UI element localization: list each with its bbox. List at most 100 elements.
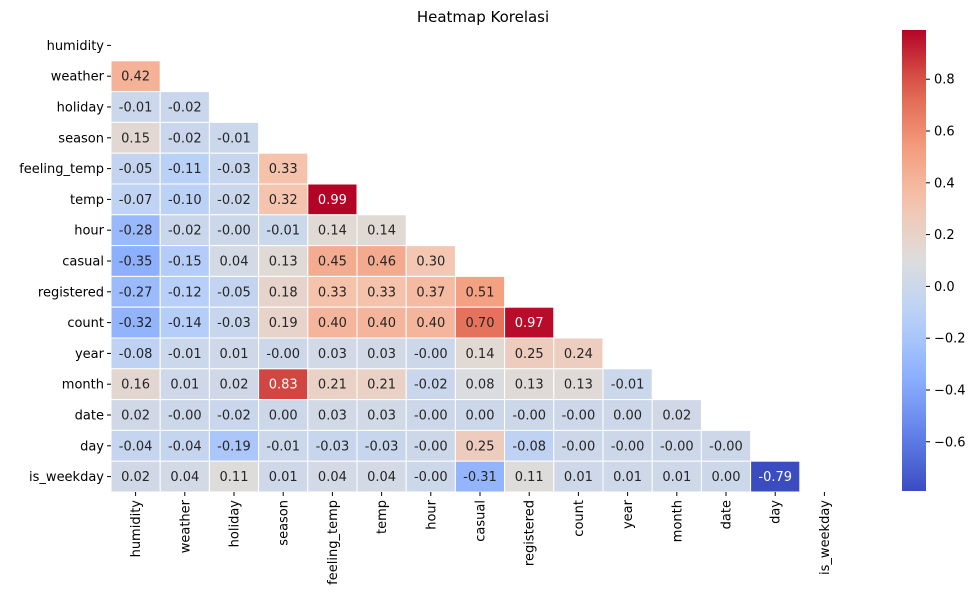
y-axis: humidity weather holiday season feeling_temp…	[19, 39, 111, 485]
cell-label-registered-temp: 0.33	[367, 285, 396, 300]
cell-label-is_weekday-temp: 0.04	[367, 470, 396, 485]
heatmap-cell-year-weather	[159, 337, 210, 370]
cell-label-registered-hour: 0.37	[416, 285, 445, 300]
heatmap-cell-hour-temp	[356, 214, 407, 247]
heatmap-cell-date-humidity	[110, 399, 161, 431]
cell-label-casual-feeling_temp: 0.45	[318, 255, 347, 270]
x-tick-label-is_weekday: is_weekday	[818, 500, 833, 575]
y-tick-label-month: month	[62, 378, 104, 393]
heatmap-cell-feeling_temp-season	[258, 152, 309, 185]
x-tick-label-temp: temp	[375, 500, 390, 534]
heatmap-cell-month-registered	[504, 368, 555, 401]
y-tick-label-humidity: humidity	[47, 39, 105, 54]
cell-label-is_weekday-weather: 0.04	[170, 470, 199, 485]
cell-label-hour-weather: -0.02	[168, 224, 202, 239]
cell-label-year-weather: -0.01	[168, 347, 202, 362]
x-tick-label-season: season	[277, 500, 292, 546]
cell-label-is_weekday-humidity: 0.02	[121, 470, 150, 485]
y-tick-label-feeling_temp: feeling_temp	[19, 162, 104, 177]
heatmap-cell-date-registered	[504, 399, 555, 431]
cell-label-feeling_temp-humidity: -0.05	[119, 162, 153, 177]
heatmap-cell-is_weekday-month	[651, 460, 702, 493]
cell-label-hour-temp: 0.14	[367, 224, 396, 239]
x-tick-label-feeling_temp: feeling_temp	[326, 500, 341, 585]
cell-label-year-season: -0.00	[266, 347, 300, 362]
heatmap-annotations: 0.42 -0.01 -0.02 0.15 -0.02 -0.01 -0.05 -0.11 -0…	[119, 70, 792, 485]
heatmap-cell-month-year	[602, 368, 653, 401]
x-tick-label-hour: hour	[424, 499, 439, 529]
heatmap-cell-year-registered	[504, 337, 555, 370]
colorbar-tick-label: 0.6	[934, 125, 955, 140]
heatmap-cell-casual-weather	[159, 245, 210, 277]
y-tick-label-holiday: holiday	[57, 101, 105, 116]
cell-label-registered-holiday: -0.05	[217, 285, 251, 300]
heatmap-cell-casual-hour	[405, 245, 456, 277]
cell-label-count-weather: -0.14	[168, 316, 202, 331]
cell-label-date-holiday: -0.02	[217, 409, 251, 424]
heatmap-cell-registered-casual	[454, 275, 506, 308]
x-tick-label-casual: casual	[474, 500, 489, 542]
heatmap-cell-day-registered	[504, 429, 555, 462]
cell-label-is_weekday-casual: -0.31	[463, 470, 497, 485]
y-tick-label-season: season	[58, 131, 104, 146]
heatmap-cell-casual-humidity	[110, 245, 161, 277]
cell-label-month-count: 0.13	[564, 378, 593, 393]
cell-label-month-year: -0.01	[611, 378, 645, 393]
cell-label-year-feeling_temp: 0.03	[318, 347, 347, 362]
cell-label-day-holiday: -0.19	[217, 439, 251, 454]
cell-label-registered-humidity: -0.27	[119, 285, 153, 300]
heatmap-cell-year-temp	[356, 337, 407, 370]
colorbar-tick-label: −0.2	[934, 332, 966, 347]
heatmap-cell-is_weekday-feeling_temp	[307, 460, 358, 493]
heatmap-cell-is_weekday-hour	[405, 460, 456, 493]
heatmap-cell-date-casual	[454, 399, 506, 431]
heatmap-cell-registered-humidity	[110, 275, 161, 308]
heatmap-cell-year-humidity	[110, 337, 161, 370]
heatmap-cell-year-season	[258, 337, 309, 370]
heatmap-cell-is_weekday-date	[700, 460, 752, 493]
cell-label-year-count: 0.24	[564, 347, 593, 362]
cell-label-temp-weather: -0.10	[168, 193, 202, 208]
heatmap-cell-hour-season	[258, 214, 309, 247]
x-tick-label-month: month	[670, 500, 685, 542]
cell-label-month-temp: 0.21	[367, 378, 396, 393]
cell-label-holiday-weather: -0.02	[168, 101, 202, 116]
heatmap-cell-count-registered	[504, 306, 555, 339]
heatmap-cell-is_weekday-casual	[454, 460, 506, 493]
cell-label-date-month: 0.02	[662, 409, 691, 424]
cell-label-date-temp: 0.03	[367, 409, 396, 424]
colorbar-tick-label: 0.0	[934, 280, 955, 295]
heatmap-cell-temp-weather	[159, 183, 210, 216]
cell-label-is_weekday-day: -0.79	[758, 470, 792, 485]
heatmap-cell-date-season	[258, 399, 309, 431]
cell-label-date-year: 0.00	[613, 409, 642, 424]
cell-label-count-season: 0.19	[269, 316, 298, 331]
cell-label-month-humidity: 0.16	[121, 378, 150, 393]
heatmap-cell-year-casual	[454, 337, 506, 370]
heatmap-cell-is_weekday-temp	[356, 460, 407, 493]
colorbar-tick-label: −0.6	[934, 435, 966, 450]
cell-label-date-weather: -0.00	[168, 409, 202, 424]
heatmap-cell-month-season	[258, 368, 309, 401]
cell-label-count-registered: 0.97	[515, 316, 544, 331]
y-tick-label-year: year	[75, 347, 105, 362]
heatmap-cell-is_weekday-day	[750, 460, 801, 493]
cell-label-season-weather: -0.02	[168, 131, 202, 146]
heatmap-cell-day-feeling_temp	[307, 429, 358, 462]
heatmap-cell-day-hour	[405, 429, 456, 462]
cell-label-registered-weather: -0.12	[168, 285, 202, 300]
heatmap-cell-feeling_temp-weather	[159, 152, 210, 185]
y-tick-label-registered: registered	[38, 285, 104, 300]
colorbar-tick-label: 0.4	[934, 176, 955, 191]
heatmap-cell-hour-weather	[159, 214, 210, 247]
heatmap-cell-season-holiday	[208, 121, 260, 154]
y-tick-label-weather: weather	[51, 70, 105, 85]
x-tick-label-year: year	[621, 499, 636, 529]
cell-label-date-feeling_temp: 0.03	[318, 409, 347, 424]
heatmap-cell-hour-holiday	[208, 214, 260, 247]
cell-label-day-temp: -0.03	[365, 439, 399, 454]
cell-label-count-feeling_temp: 0.40	[318, 316, 347, 331]
heatmap-cell-month-humidity	[110, 368, 161, 401]
colorbar: −0.6 −0.4 −0.2 0.0 0.2 0.4 0.6 0.8	[902, 30, 966, 491]
cell-label-count-temp: 0.40	[367, 316, 396, 331]
